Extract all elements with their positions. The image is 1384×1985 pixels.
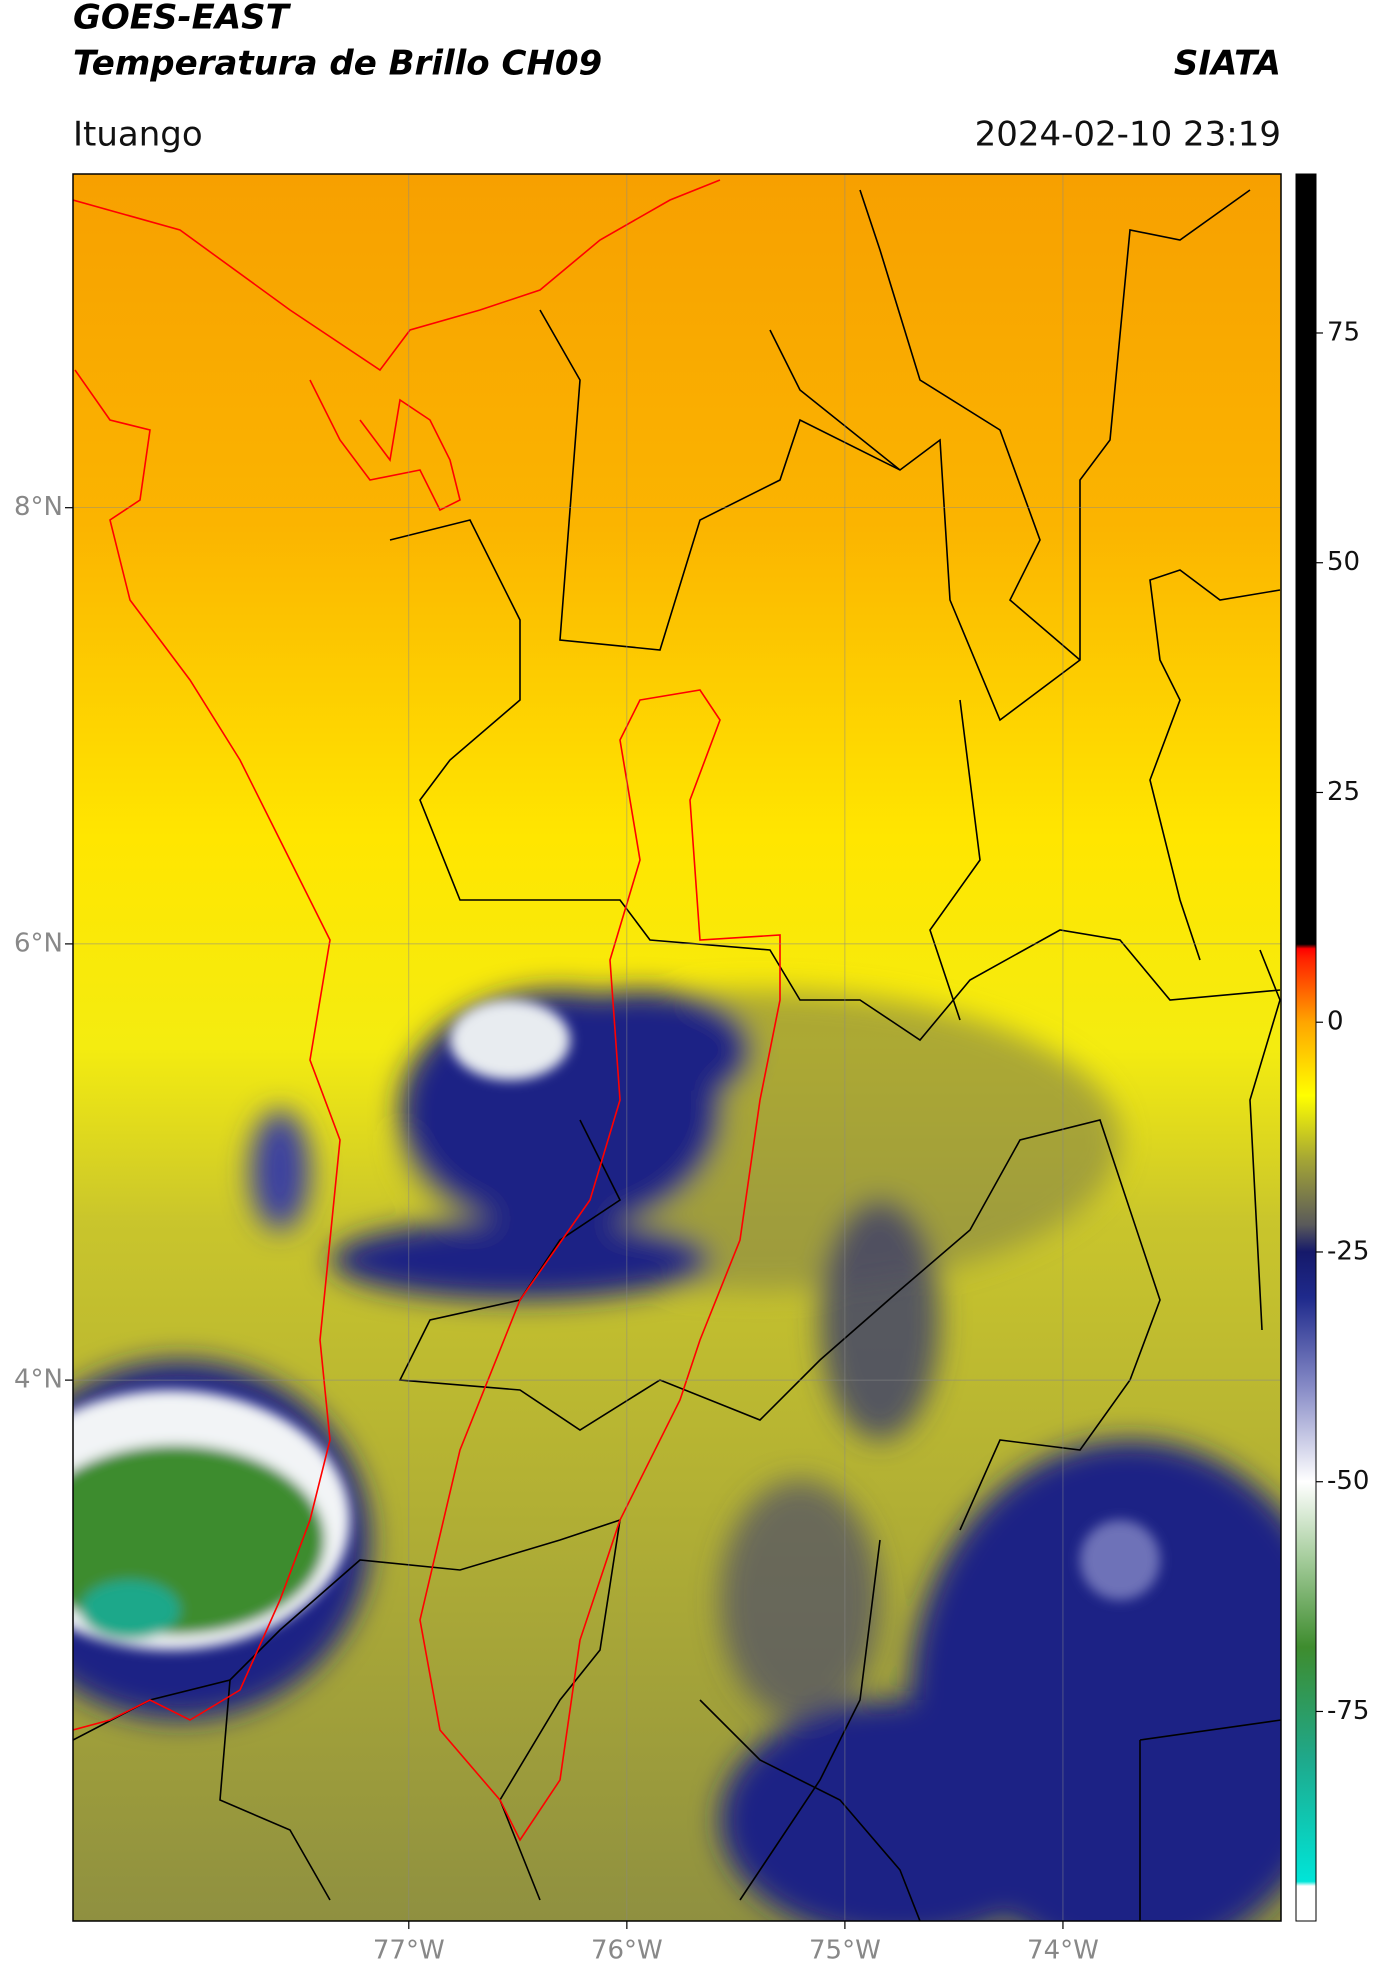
cold-tops [73,1000,1160,1650]
x-tick-label: 76°W [591,1936,663,1966]
colorbar-tick-label: 75 [1327,317,1360,347]
y-tick-label: 6°N [14,928,63,958]
x-tick-label: 75°W [809,1936,881,1966]
imagery [73,174,1281,1921]
colorbar-tick-label: 0 [1327,1007,1344,1037]
colorbar-tick-label: -50 [1327,1466,1369,1496]
colorbar: 75 50 25 0 -25 -50 -75 [1295,173,1369,1922]
y-tick-label: 4°N [14,1365,63,1395]
y-tick-label: 8°N [14,492,63,522]
colorbar-tick-label: -25 [1327,1236,1369,1266]
x-tick-label: 74°W [1027,1936,1099,1966]
datetime: 2024-02-10 23:19 [975,115,1281,155]
colorbar-gradient [1295,173,1317,1922]
x-tick-label: 77°W [373,1936,445,1966]
admin-borders [73,189,1281,1921]
title: GOES-EAST [73,0,292,38]
subtitle: Temperatura de Brillo CH09 [73,44,602,84]
map-frame [72,173,1282,1922]
colorbar-tick-label: 25 [1327,777,1360,807]
axes: 77°W 76°W 75°W 74°W 8°N 6°N 4°N [14,174,1281,1966]
location: Ituango [73,115,203,155]
coastline-and-basin [73,179,781,1842]
colorbar-tick-label: -75 [1327,1696,1369,1726]
colorbar-tick-label: 50 [1327,547,1360,577]
source: SIATA [1174,44,1281,84]
